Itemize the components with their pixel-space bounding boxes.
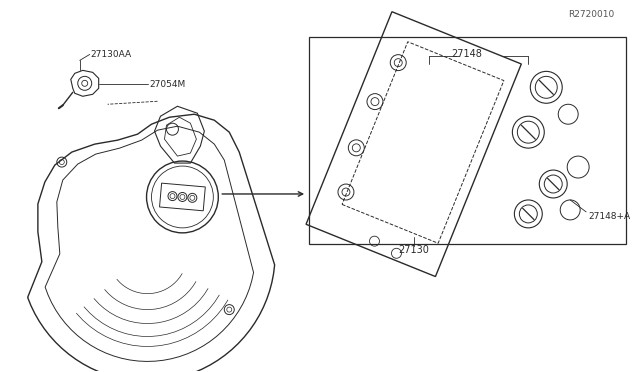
Text: 27054M: 27054M bbox=[150, 80, 186, 89]
Text: 27130AA: 27130AA bbox=[91, 50, 132, 59]
Text: 27148+A: 27148+A bbox=[588, 212, 630, 221]
Text: 27130: 27130 bbox=[398, 245, 429, 255]
Text: R2720010: R2720010 bbox=[568, 10, 614, 19]
Text: 27148: 27148 bbox=[451, 49, 482, 60]
